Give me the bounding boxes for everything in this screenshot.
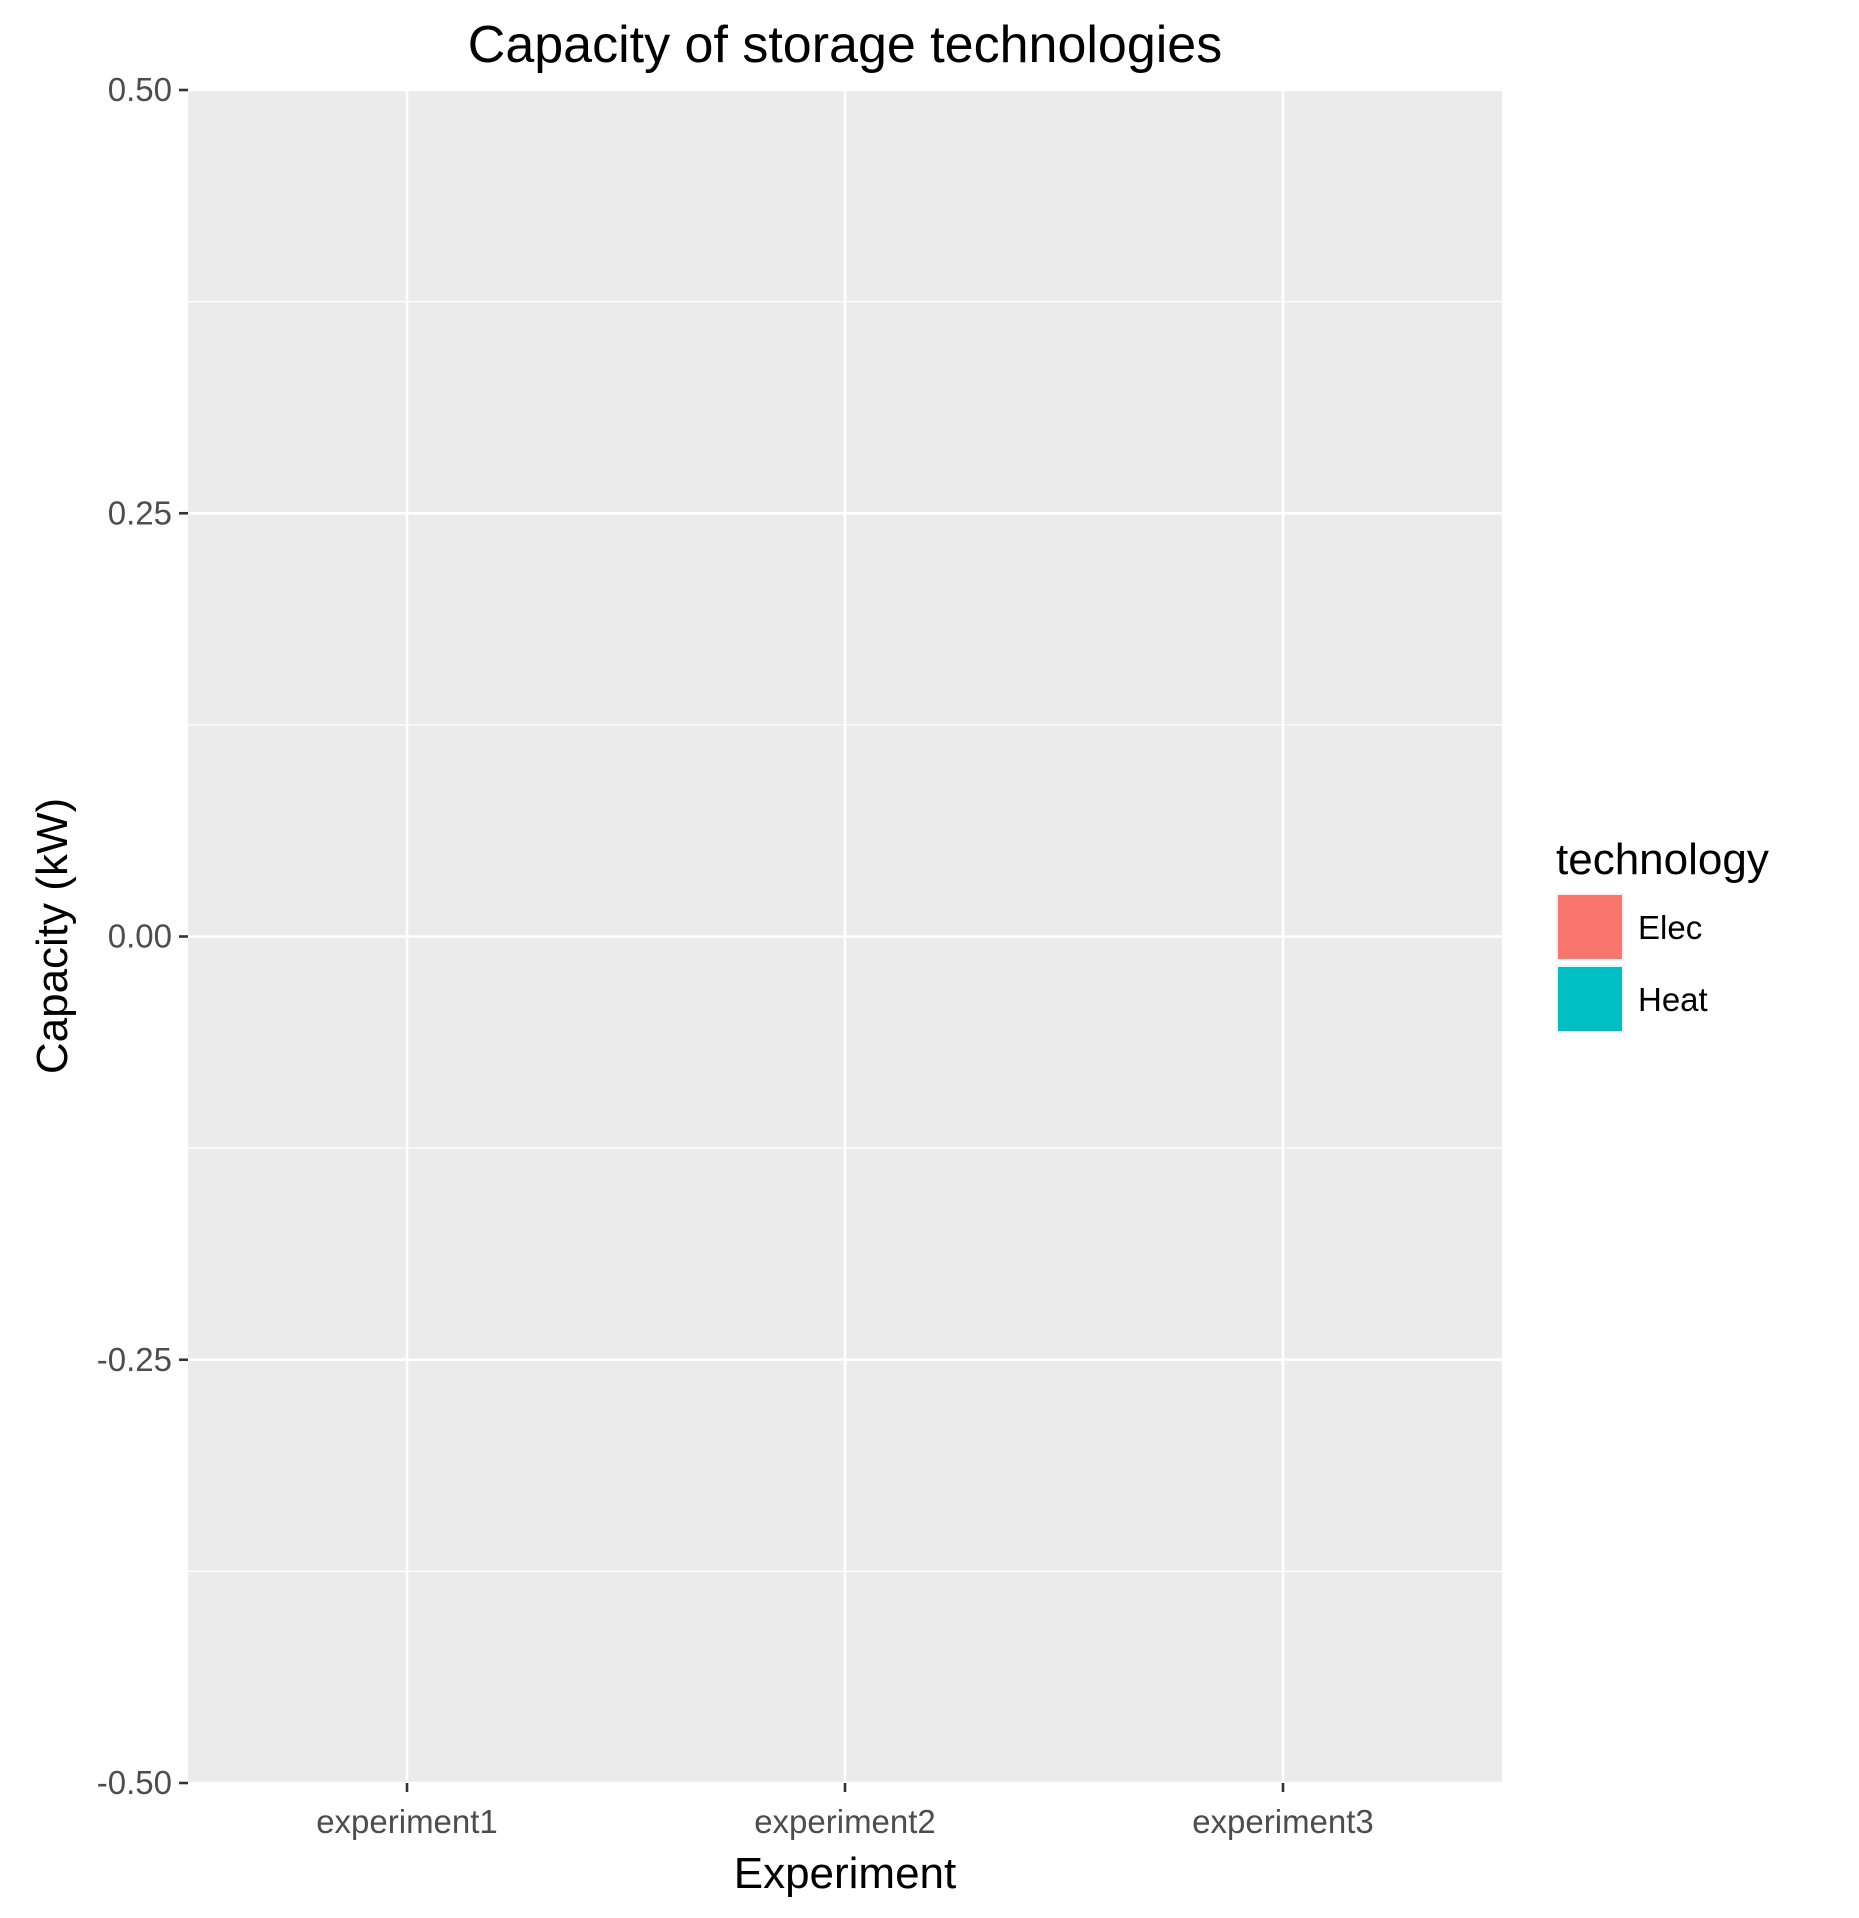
y-axis: -0.50 -0.25 0.00 0.25 0.50 <box>97 71 188 1801</box>
legend-swatch <box>1558 895 1622 959</box>
major-gridlines <box>188 88 1502 1785</box>
x-tick-label: experiment3 <box>1192 1803 1374 1840</box>
x-axis-title: Experiment <box>734 1849 957 1898</box>
chart-title: Capacity of storage technologies <box>468 16 1222 74</box>
x-tick-label: experiment2 <box>754 1803 936 1840</box>
legend: technology Elec Heat <box>1556 835 1769 1033</box>
y-tick-label: 0.00 <box>108 918 172 955</box>
y-axis-title: Capacity (kW) <box>28 798 77 1074</box>
legend-label: Elec <box>1638 909 1702 946</box>
legend-swatch <box>1558 967 1622 1031</box>
legend-label: Heat <box>1638 981 1708 1018</box>
y-tick-label: 0.50 <box>108 71 172 108</box>
y-tick-label: -0.25 <box>97 1341 172 1378</box>
x-tick-label: experiment1 <box>316 1803 498 1840</box>
legend-title: technology <box>1556 835 1769 884</box>
y-tick-label: 0.25 <box>108 494 172 531</box>
y-tick-label: -0.50 <box>97 1764 172 1801</box>
x-axis: experiment1 experiment2 experiment3 <box>316 1783 1374 1840</box>
